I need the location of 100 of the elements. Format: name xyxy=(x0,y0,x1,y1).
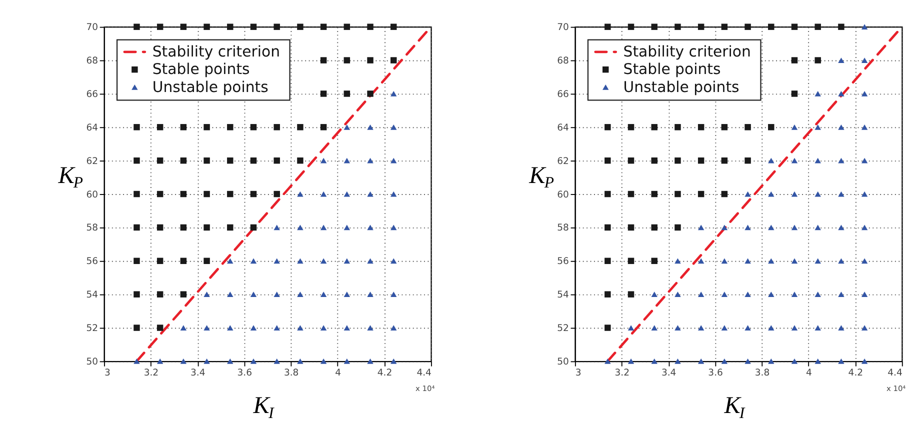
point xyxy=(180,325,187,330)
point xyxy=(274,258,280,264)
y-tick-label: 64 xyxy=(557,122,570,134)
point xyxy=(651,157,658,164)
x-tick-label: 4.2 xyxy=(848,368,864,379)
point xyxy=(791,24,798,30)
point xyxy=(180,258,187,264)
x-tick-label: 4 xyxy=(806,368,812,379)
point xyxy=(628,24,634,30)
point xyxy=(814,57,821,64)
point xyxy=(344,292,350,298)
point xyxy=(628,190,634,198)
point xyxy=(227,258,234,264)
point xyxy=(250,190,257,198)
point xyxy=(344,90,350,97)
point xyxy=(604,224,611,231)
point xyxy=(367,158,374,164)
x-tick-label: 3.6 xyxy=(237,368,252,379)
point xyxy=(297,24,304,30)
point xyxy=(791,90,798,97)
point xyxy=(134,157,140,164)
point xyxy=(390,325,397,330)
point xyxy=(250,258,257,264)
y-tick-label: 60 xyxy=(557,189,570,200)
point xyxy=(344,325,350,330)
x-tick-label: 3.8 xyxy=(284,368,299,379)
y-tick-label: 52 xyxy=(86,323,98,334)
point xyxy=(250,157,257,164)
point xyxy=(367,24,374,30)
point xyxy=(344,24,350,30)
legend-label: Stable points xyxy=(623,60,721,78)
point xyxy=(344,224,350,230)
y-tick-label: 54 xyxy=(557,290,570,301)
point xyxy=(297,358,304,364)
point xyxy=(250,325,257,330)
x-tick-label: 3 xyxy=(104,368,110,379)
point xyxy=(134,358,140,364)
point xyxy=(628,291,634,298)
point xyxy=(274,124,280,130)
point xyxy=(134,324,140,331)
point xyxy=(204,157,210,164)
point xyxy=(390,91,397,96)
point xyxy=(227,190,234,198)
y-tick-label: 50 xyxy=(557,356,570,368)
point xyxy=(344,158,350,164)
point xyxy=(204,358,210,364)
point xyxy=(180,157,187,164)
point xyxy=(274,24,280,30)
point xyxy=(367,258,374,264)
point xyxy=(344,358,350,364)
point xyxy=(134,24,140,30)
point xyxy=(250,358,257,364)
point xyxy=(156,258,164,264)
point xyxy=(134,291,140,298)
point xyxy=(674,124,681,130)
point xyxy=(134,190,140,198)
legend-label: Unstable points xyxy=(623,78,740,96)
point xyxy=(274,190,280,198)
point xyxy=(390,57,397,64)
point xyxy=(390,224,397,230)
point xyxy=(367,191,374,197)
point xyxy=(320,24,327,30)
point xyxy=(204,325,210,330)
point xyxy=(628,157,634,164)
y-tick-label: 68 xyxy=(557,56,570,67)
point xyxy=(390,158,397,164)
point xyxy=(390,124,397,130)
x-tick-label: 4.4 xyxy=(416,368,432,379)
point xyxy=(227,292,234,298)
point xyxy=(628,258,634,264)
point xyxy=(297,292,304,298)
point xyxy=(156,324,164,331)
point xyxy=(721,157,728,164)
y-tick-label: 52 xyxy=(557,323,569,334)
point xyxy=(344,124,350,130)
y-tick-label: 70 xyxy=(86,22,98,34)
point xyxy=(367,57,374,64)
point xyxy=(674,224,681,231)
point xyxy=(628,124,634,130)
point xyxy=(204,258,210,264)
point xyxy=(274,358,280,364)
point xyxy=(180,358,187,364)
point xyxy=(674,190,681,198)
point xyxy=(721,124,728,130)
point xyxy=(367,358,374,364)
point xyxy=(320,358,327,364)
point xyxy=(344,258,350,264)
point xyxy=(604,324,611,331)
point xyxy=(204,292,210,298)
point xyxy=(250,224,257,231)
point xyxy=(297,325,304,330)
point xyxy=(721,190,728,198)
point xyxy=(320,325,327,330)
point xyxy=(674,157,681,164)
y-tick-label: 68 xyxy=(86,56,98,67)
y-tick-label: 58 xyxy=(86,222,98,234)
point xyxy=(390,258,397,264)
point xyxy=(604,291,611,298)
point xyxy=(134,124,140,130)
point xyxy=(227,24,234,30)
